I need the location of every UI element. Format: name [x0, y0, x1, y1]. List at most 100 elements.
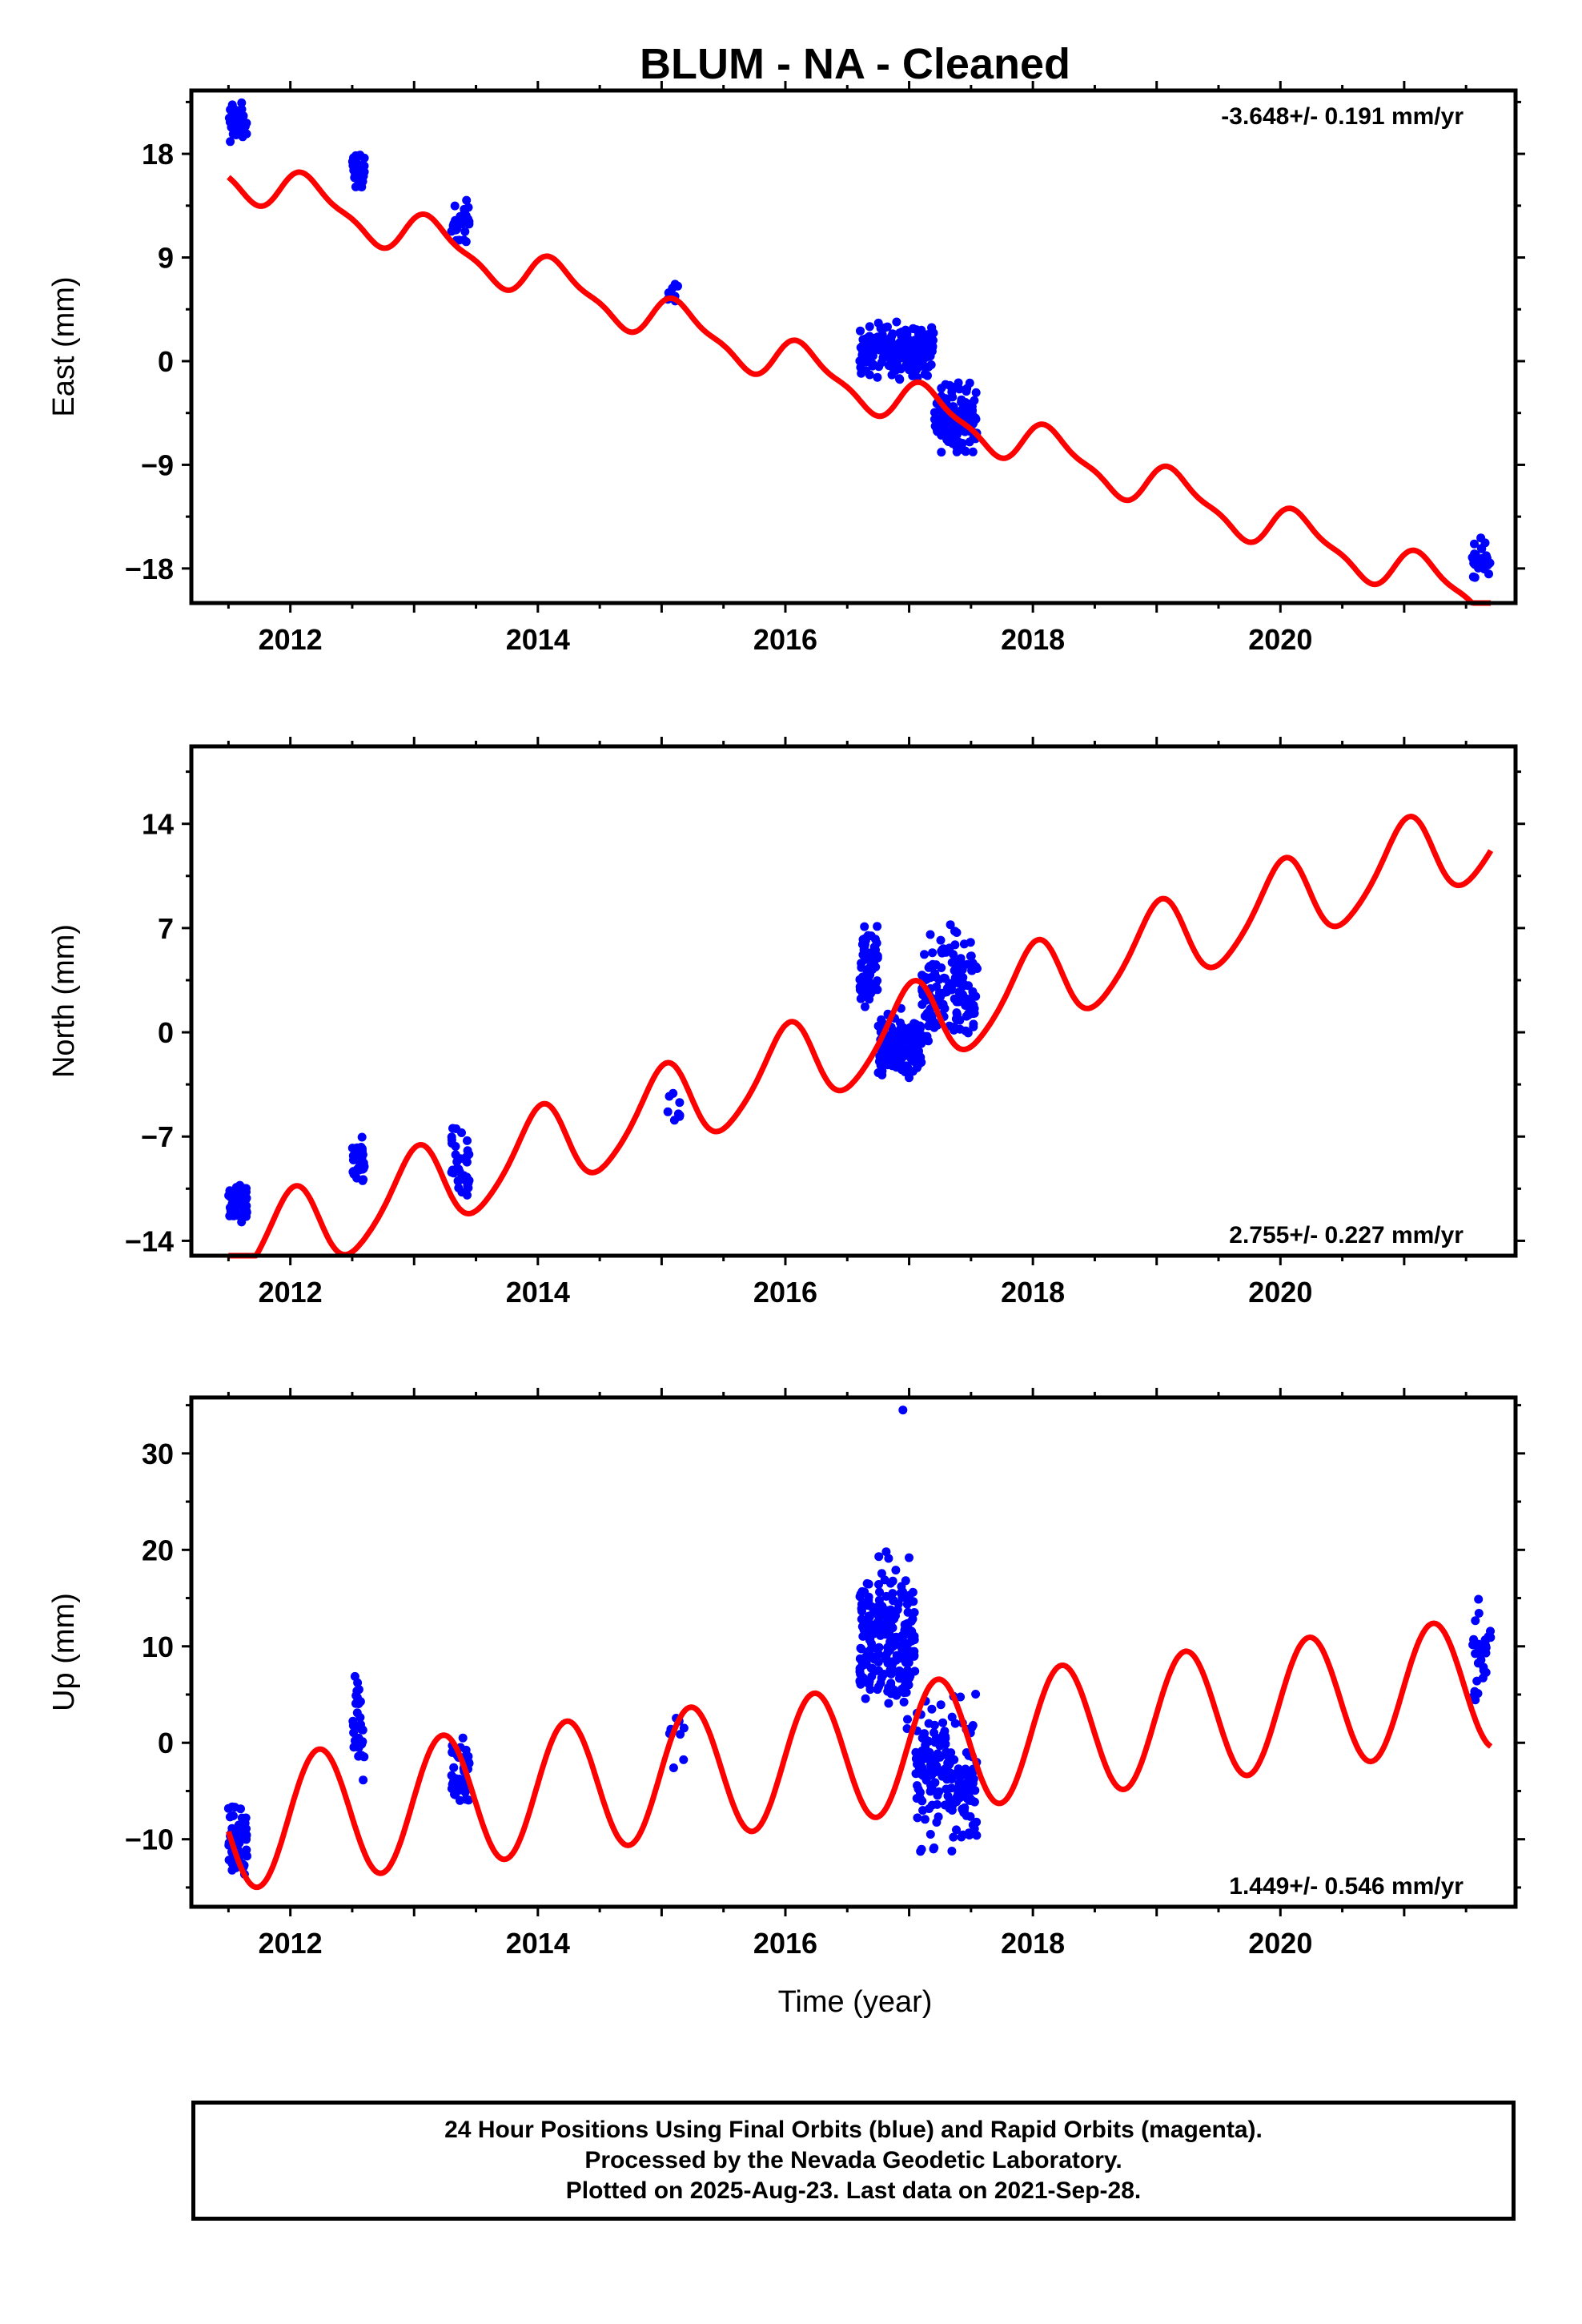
- up-x-tick-label: 2016: [753, 1927, 817, 1960]
- up-data-point: [972, 1817, 982, 1827]
- north-data-point: [861, 935, 870, 945]
- up-model-line: [226, 1620, 1493, 1891]
- x-axis-label: Time (year): [778, 1985, 933, 2019]
- east-data-point: [933, 413, 942, 423]
- up-data-point: [952, 1825, 961, 1835]
- up-data-point: [353, 1739, 363, 1748]
- up-data-point: [901, 1676, 910, 1686]
- up-data-point: [949, 1832, 958, 1842]
- up-data-point: [449, 1763, 459, 1772]
- up-data-point: [960, 1784, 970, 1794]
- up-data-point: [900, 1626, 909, 1635]
- east-data-point: [1470, 539, 1479, 549]
- east-data-point: [965, 437, 974, 447]
- up-data-point: [966, 1775, 975, 1783]
- north-y-tick-label: −7: [141, 1120, 174, 1153]
- up-data-point: [972, 1831, 982, 1840]
- up-data-point: [866, 1663, 876, 1673]
- up-data-point: [884, 1612, 893, 1622]
- up-data-point: [938, 1718, 948, 1727]
- north-x-tick-label: 2018: [1001, 1276, 1065, 1309]
- east-data-point: [961, 447, 970, 456]
- north-data-point: [873, 1068, 883, 1077]
- up-data-point: [902, 1724, 912, 1733]
- east-data-point: [856, 326, 865, 336]
- up-data-point: [856, 1643, 865, 1653]
- east-data-point: [868, 350, 877, 360]
- up-data-point: [874, 1552, 884, 1562]
- north-data-point: [358, 1164, 367, 1174]
- north-data-point: [463, 1136, 472, 1145]
- up-data-point: [886, 1681, 896, 1691]
- east-data-point: [917, 325, 926, 335]
- north-data-point: [462, 1172, 472, 1182]
- up-x-tick-label: 2012: [259, 1927, 323, 1960]
- up-data-point: [861, 1694, 870, 1703]
- north-data-point: [917, 999, 927, 1009]
- north-data-point: [917, 971, 927, 980]
- east-data-point: [460, 204, 469, 214]
- up-data-point: [855, 1654, 865, 1663]
- east-data-point: [241, 119, 250, 128]
- east-data-point: [454, 235, 464, 245]
- up-data-point: [1473, 1689, 1483, 1699]
- up-data-point: [929, 1844, 938, 1854]
- east-model-line: [227, 169, 1492, 606]
- up-data-point: [874, 1595, 884, 1605]
- up-data-point: [857, 1606, 866, 1616]
- up-data-point: [889, 1596, 897, 1606]
- east-data-point: [460, 227, 470, 236]
- north-data-point: [675, 1111, 685, 1120]
- up-data-point: [948, 1801, 958, 1810]
- north-x-tick-label: 2020: [1248, 1276, 1312, 1309]
- north-data-point: [864, 991, 873, 1000]
- north-rate-annotation: 2.755+/- 0.227 mm/yr: [1229, 1222, 1464, 1248]
- east-data-point: [237, 98, 247, 107]
- up-data-point: [877, 1673, 886, 1683]
- east-data-point: [971, 388, 981, 397]
- up-data-point: [901, 1576, 910, 1586]
- east-x-tick-label: 2020: [1248, 623, 1312, 656]
- east-data-point: [463, 214, 472, 223]
- east-data-point: [942, 435, 952, 444]
- up-data-point: [874, 1580, 883, 1589]
- east-data-point: [937, 448, 946, 457]
- north-data-point: [665, 1092, 674, 1101]
- east-data-point: [908, 324, 917, 333]
- east-data-point: [900, 332, 909, 341]
- north-y-tick-label: −14: [125, 1224, 174, 1257]
- east-data-point: [1470, 560, 1480, 569]
- up-data-point: [905, 1590, 914, 1600]
- up-data-point: [881, 1651, 891, 1659]
- east-data-point: [968, 447, 978, 456]
- east-data-point: [926, 360, 936, 369]
- north-data-point: [896, 1056, 905, 1066]
- up-data-point: [933, 1799, 942, 1809]
- up-data-point: [918, 1806, 928, 1815]
- up-data-point: [350, 1671, 359, 1681]
- north-data-point: [872, 939, 881, 948]
- up-data-point: [916, 1754, 926, 1763]
- east-data-point: [455, 215, 464, 225]
- north-data-point: [920, 950, 929, 959]
- up-data-point: [1474, 1594, 1484, 1604]
- up-data-point: [875, 1587, 884, 1597]
- up-data-point: [857, 1599, 866, 1609]
- up-x-tick-label: 2018: [1001, 1927, 1065, 1960]
- east-data-point: [352, 174, 362, 183]
- north-data-point: [447, 1132, 456, 1142]
- north-data-point: [902, 1061, 912, 1071]
- east-data-point: [946, 425, 955, 434]
- east-y-tick-label: −18: [125, 553, 174, 585]
- up-data-point: [956, 1692, 966, 1702]
- east-data-point: [957, 395, 966, 404]
- north-data-point: [922, 1008, 932, 1018]
- east-data-point: [462, 195, 472, 205]
- north-data-point: [949, 950, 958, 959]
- up-y-tick-label: −10: [125, 1823, 174, 1856]
- up-data-point: [865, 1635, 874, 1645]
- north-data-point: [926, 930, 935, 939]
- north-data-point: [242, 1212, 251, 1221]
- up-data-point: [965, 1831, 974, 1839]
- up-data-point: [1471, 1616, 1480, 1626]
